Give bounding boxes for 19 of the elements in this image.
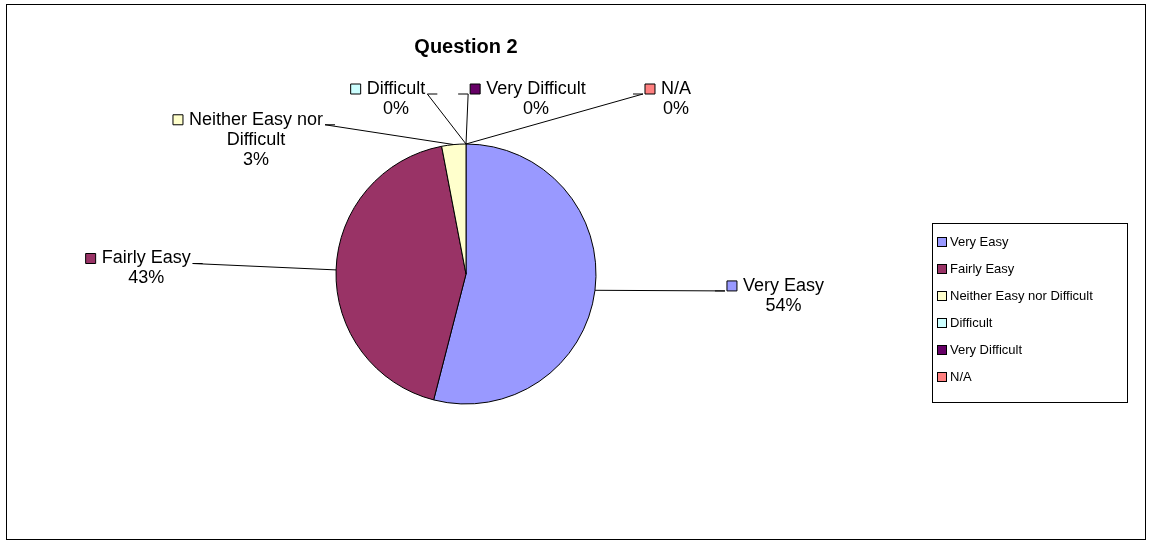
chart-title: Question 2 xyxy=(414,34,518,57)
category-label: Very Easy xyxy=(950,234,1009,249)
category-label: N/A xyxy=(950,369,972,384)
data-label: 54% xyxy=(765,294,802,315)
legend-label: Fairly Easy xyxy=(101,247,191,268)
legend-label: Very Difficult xyxy=(486,77,586,98)
category-label: Fairly Easy xyxy=(950,261,1015,276)
legend-label: Very Easy xyxy=(742,274,824,295)
data-label: 43% xyxy=(128,267,165,288)
legend-label: N/A xyxy=(660,77,692,98)
category-label: Very Difficult xyxy=(950,342,1023,357)
text: 0% xyxy=(662,97,690,118)
category-label: Difficult xyxy=(950,315,993,330)
data-label: 3% xyxy=(242,148,270,169)
category-label: Neither Easy nor Difficult xyxy=(950,288,1093,303)
text: 0% xyxy=(522,97,550,118)
legend-label: Neither Easy nor Difficult xyxy=(188,108,324,149)
legend-label: Difficult xyxy=(366,77,426,98)
text: 0% xyxy=(382,97,410,118)
